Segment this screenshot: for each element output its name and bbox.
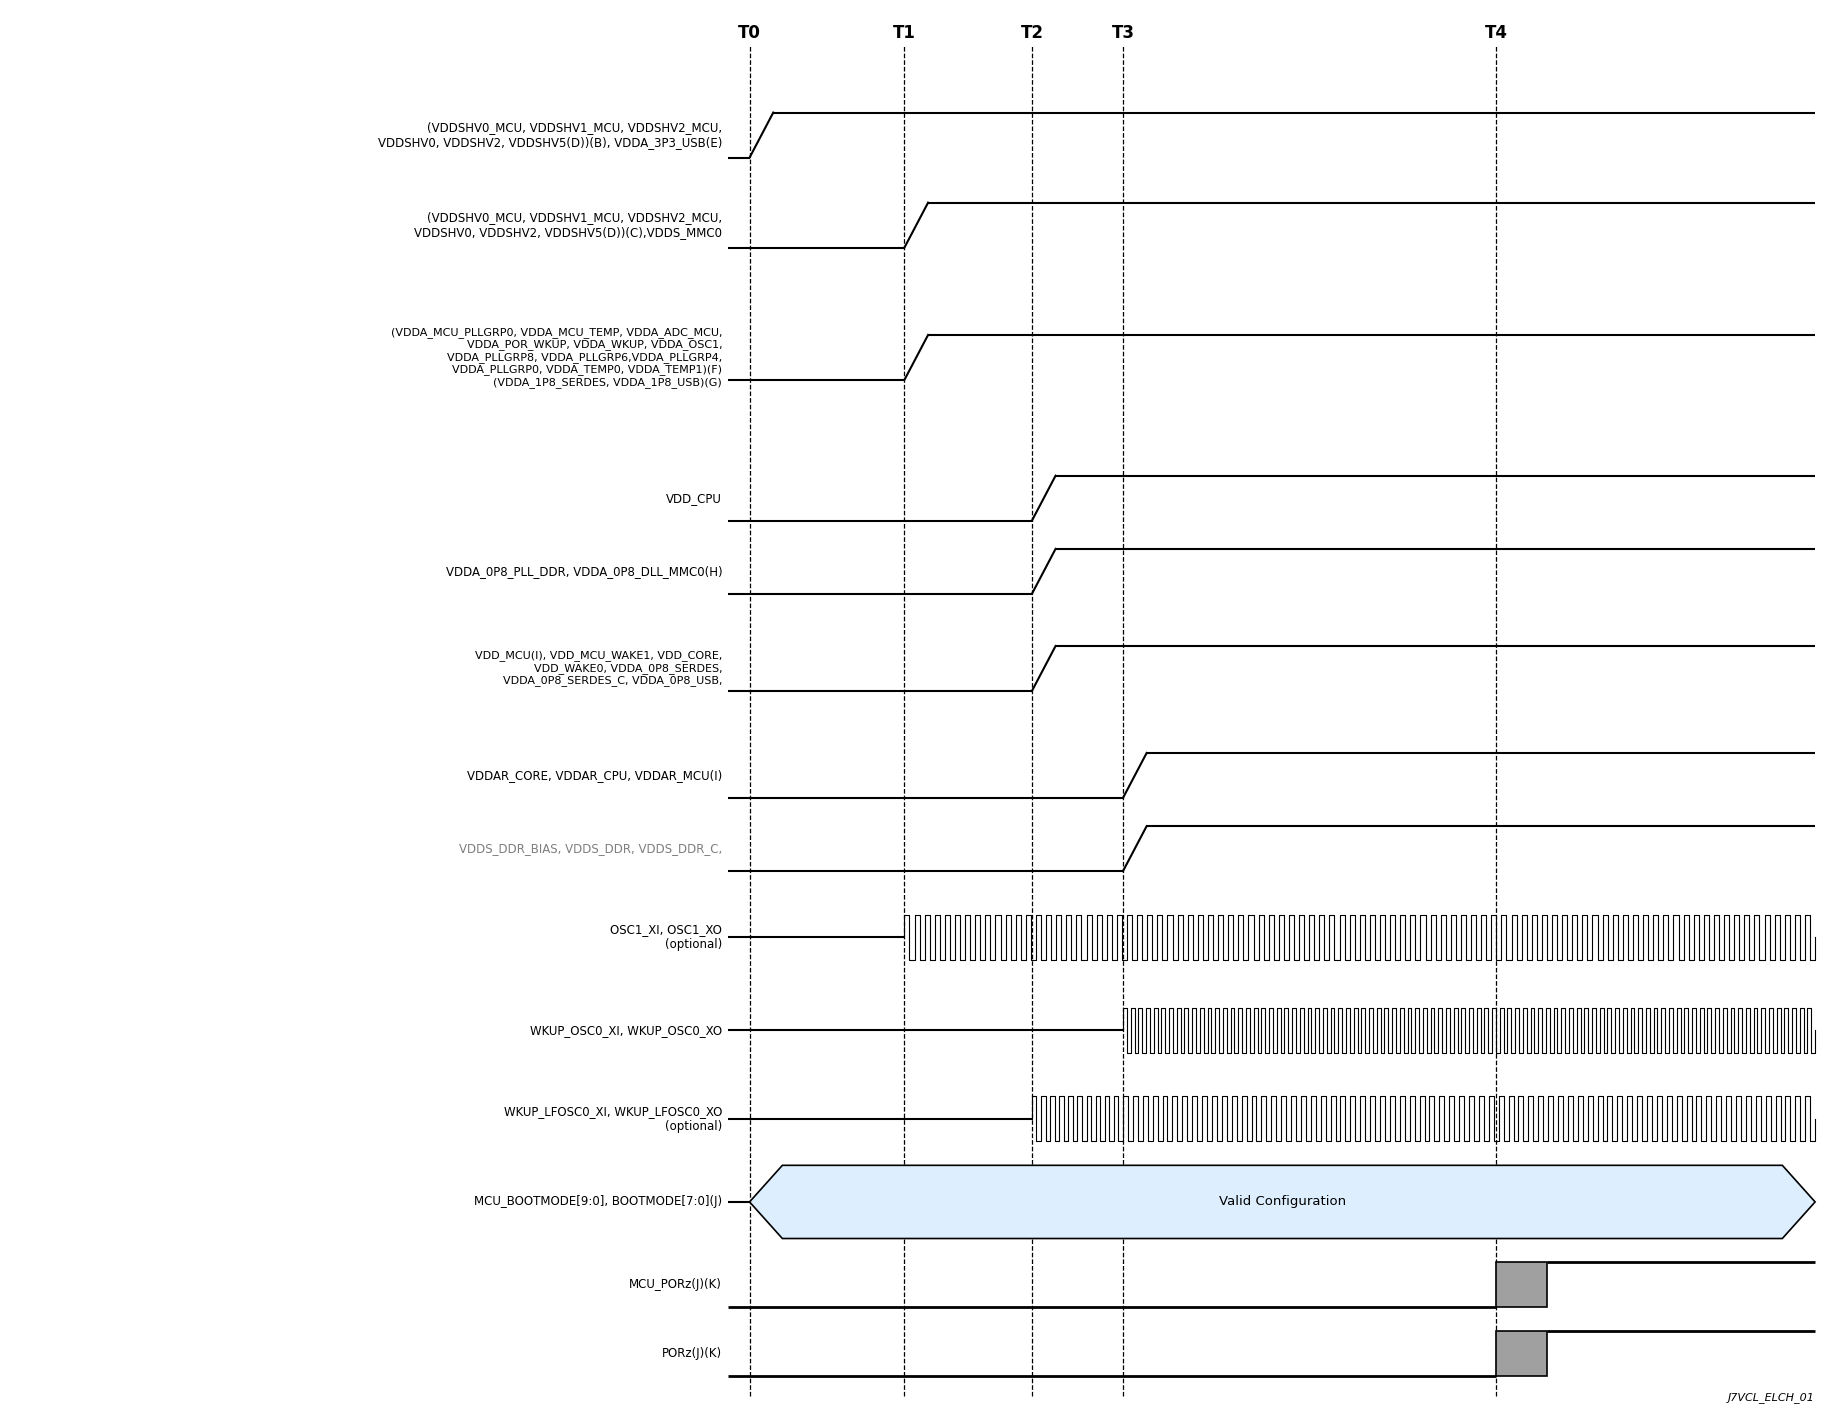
Bar <box>1496 1331 1547 1376</box>
Text: VDD_MCU(I), VDD_MCU_WAKE1, VDD_CORE,
VDD_WAKE0, VDDA_0P8_SERDES,
VDDA_0P8_SERDES: VDD_MCU(I), VDD_MCU_WAKE1, VDD_CORE, VDD… <box>475 650 722 687</box>
Text: Valid Configuration: Valid Configuration <box>1219 1195 1346 1208</box>
Text: T0: T0 <box>738 24 762 42</box>
Text: (VDDSHV0_MCU, VDDSHV1_MCU, VDDSHV2_MCU,
VDDSHV0, VDDSHV2, VDDSHV5(D))(B), VDDA_3: (VDDSHV0_MCU, VDDSHV1_MCU, VDDSHV2_MCU, … <box>378 122 722 150</box>
Text: (VDDA_MCU_PLLGRP0, VDDA_MCU_TEMP, VDDA_ADC_MCU,
VDDA_POR_WKUP, VDDA_WKUP, VDDA_O: (VDDA_MCU_PLLGRP0, VDDA_MCU_TEMP, VDDA_A… <box>391 326 722 389</box>
Bar <box>1496 1262 1547 1307</box>
Text: OSC1_XI, OSC1_XO
(optional): OSC1_XI, OSC1_XO (optional) <box>610 923 722 951</box>
Text: WKUP_OSC0_XI, WKUP_OSC0_XO: WKUP_OSC0_XI, WKUP_OSC0_XO <box>530 1023 722 1037</box>
Text: VDDA_0P8_PLL_DDR, VDDA_0P8_DLL_MMC0(H): VDDA_0P8_PLL_DDR, VDDA_0P8_DLL_MMC0(H) <box>446 565 722 578</box>
Text: VDDAR_CORE, VDDAR_CPU, VDDAR_MCU(I): VDDAR_CORE, VDDAR_CPU, VDDAR_MCU(I) <box>468 769 722 781</box>
Text: MCU_BOOTMODE[9:0], BOOTMODE[7:0](J): MCU_BOOTMODE[9:0], BOOTMODE[7:0](J) <box>475 1195 722 1208</box>
Text: VDD_CPU: VDD_CPU <box>667 492 722 504</box>
Text: T3: T3 <box>1111 24 1135 42</box>
Text: PORz(J)(K): PORz(J)(K) <box>661 1348 722 1361</box>
Text: WKUP_LFOSC0_XI, WKUP_LFOSC0_XO
(optional): WKUP_LFOSC0_XI, WKUP_LFOSC0_XO (optional… <box>504 1105 722 1133</box>
Polygon shape <box>749 1166 1814 1239</box>
Text: T1: T1 <box>893 24 915 42</box>
Text: MCU_PORz(J)(K): MCU_PORz(J)(K) <box>628 1279 722 1291</box>
Text: (VDDSHV0_MCU, VDDSHV1_MCU, VDDSHV2_MCU,
VDDSHV0, VDDSHV2, VDDSHV5(D))(C),VDDS_MM: (VDDSHV0_MCU, VDDSHV1_MCU, VDDSHV2_MCU, … <box>415 211 722 239</box>
Text: T4: T4 <box>1485 24 1507 42</box>
Text: T2: T2 <box>1021 24 1043 42</box>
Text: VDDS_DDR_BIAS, VDDS_DDR, VDDS_DDR_C,: VDDS_DDR_BIAS, VDDS_DDR, VDDS_DDR_C, <box>459 842 722 855</box>
Text: J7VCL_ELCH_01: J7VCL_ELCH_01 <box>1728 1392 1814 1403</box>
